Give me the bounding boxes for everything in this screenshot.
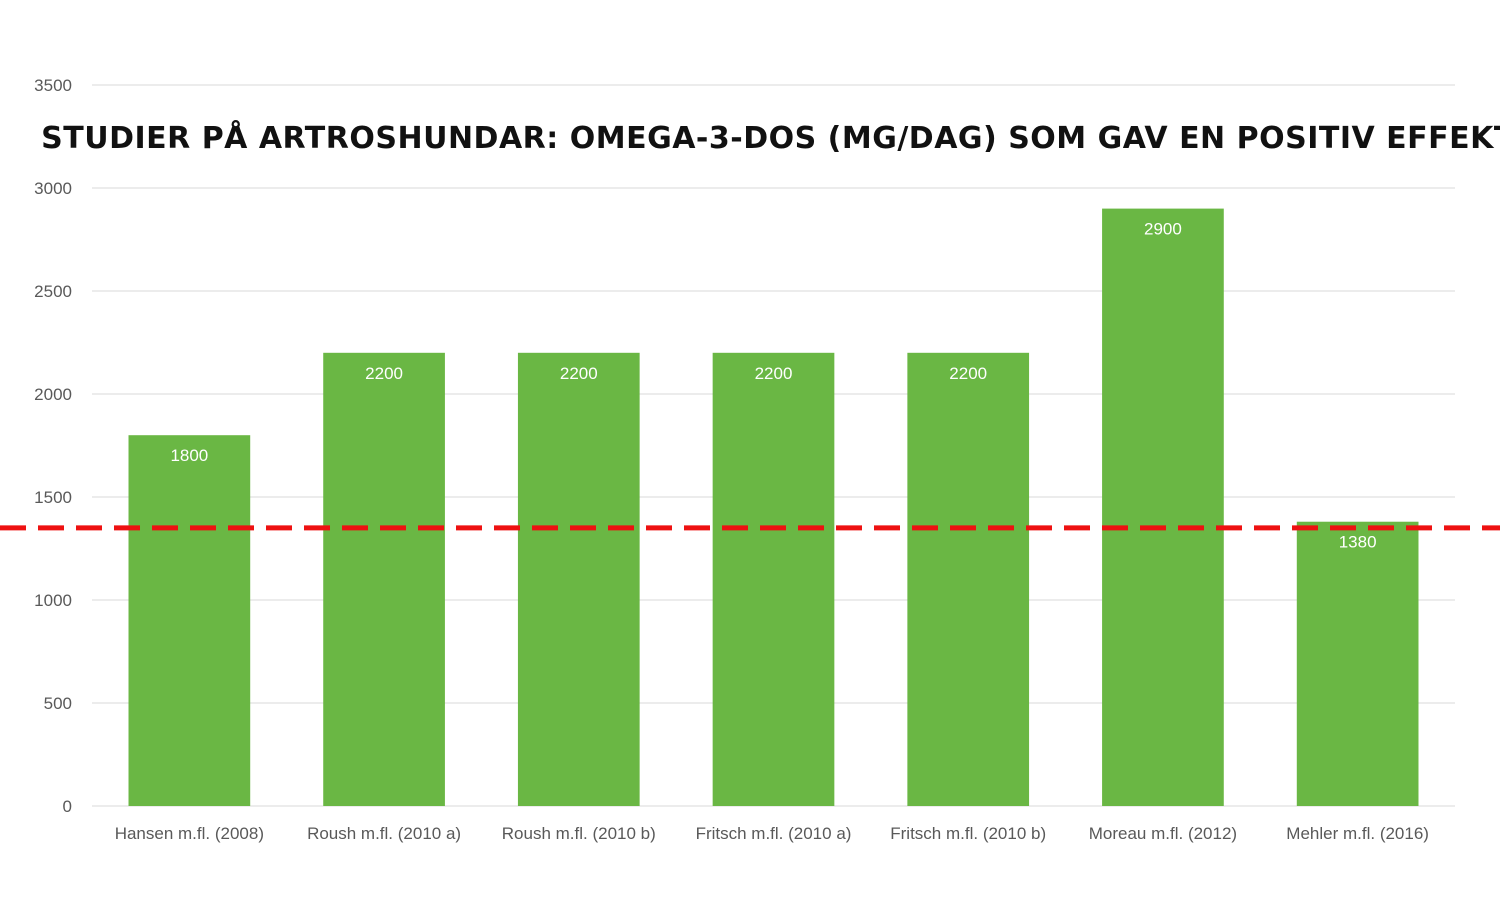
bar bbox=[1102, 208, 1224, 807]
y-tick-label: 0 bbox=[63, 797, 72, 816]
bar bbox=[907, 352, 1030, 806]
y-tick-label: 500 bbox=[44, 694, 72, 713]
data-label: 1800 bbox=[170, 446, 208, 465]
bar bbox=[128, 435, 251, 806]
x-axis-category-labels: Hansen m.fl. (2008) Roush m.fl. (2010 a) R… bbox=[115, 824, 1429, 843]
data-label: 2200 bbox=[560, 364, 598, 383]
bars bbox=[128, 208, 1419, 807]
y-tick-label: 3500 bbox=[34, 76, 72, 95]
y-tick-label: 1000 bbox=[34, 591, 72, 610]
x-category-label: Mehler m.fl. (2016) bbox=[1286, 824, 1429, 843]
y-tick-label: 1500 bbox=[34, 488, 72, 507]
bar bbox=[323, 352, 445, 806]
y-tick-label: 2000 bbox=[34, 385, 72, 404]
data-label: 2900 bbox=[1144, 220, 1182, 239]
x-category-label: Fritsch m.fl. (2010 b) bbox=[890, 824, 1046, 843]
bar bbox=[517, 352, 640, 806]
x-category-label: Hansen m.fl. (2008) bbox=[115, 824, 264, 843]
data-label: 1380 bbox=[1339, 533, 1377, 552]
data-label: 2200 bbox=[949, 364, 987, 383]
y-axis-tick-labels: 0 500 1000 1500 2000 2500 3000 3500 bbox=[34, 76, 72, 816]
bar bbox=[712, 352, 835, 806]
y-tick-label: 3000 bbox=[34, 179, 72, 198]
x-category-label: Roush m.fl. (2010 a) bbox=[307, 824, 461, 843]
data-labels: 1800 2200 2200 2200 2200 2900 1380 bbox=[170, 220, 1376, 552]
data-label: 2200 bbox=[365, 364, 403, 383]
chart-title: STUDIER PÅ ARTROSHUNDAR: OMEGA-3-DOS (MG… bbox=[41, 119, 1500, 156]
x-category-label: Moreau m.fl. (2012) bbox=[1089, 824, 1237, 843]
x-category-label: Fritsch m.fl. (2010 a) bbox=[696, 824, 852, 843]
bar bbox=[1296, 521, 1419, 806]
y-tick-label: 2500 bbox=[34, 282, 72, 301]
x-category-label: Roush m.fl. (2010 b) bbox=[502, 824, 656, 843]
data-label: 2200 bbox=[755, 364, 793, 383]
